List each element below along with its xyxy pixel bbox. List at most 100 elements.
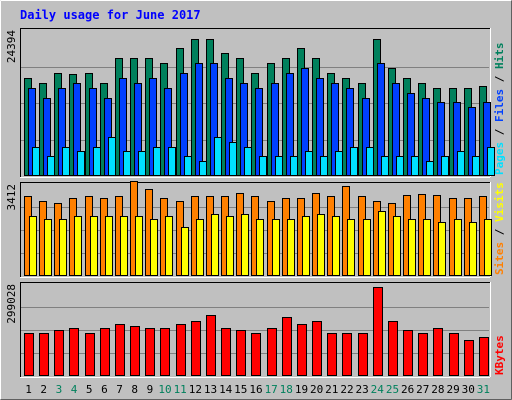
- bar-pages-day-2: [47, 156, 55, 176]
- bar-visits-day-20: [317, 214, 325, 276]
- x-tick-label-day-29: 29: [446, 383, 459, 396]
- bar-visits-day-31: [484, 219, 492, 276]
- bar-visits-day-21: [332, 216, 340, 276]
- bar-pages-day-1: [32, 147, 40, 176]
- bar-kbytes-day-31: [479, 337, 489, 376]
- legend-entry-sites: Sites: [493, 242, 506, 275]
- bar-pages-day-20: [320, 156, 328, 176]
- bar-visits-day-16: [256, 219, 264, 276]
- bar-pages-day-10: [168, 147, 176, 176]
- x-axis-day-labels: 1 2 3 4 5 6 7 8 9 10 11 12 13 14 15 16 17 18 19 20 21 22 23 24 2…: [25, 383, 490, 396]
- bar-kbytes-day-21: [327, 333, 337, 376]
- bar-kbytes-day-6: [100, 328, 110, 376]
- bar-visits-day-27: [423, 219, 431, 276]
- bar-kbytes-day-13: [206, 315, 216, 376]
- x-tick-label-day-22: 22: [340, 383, 353, 396]
- x-tick-label-day-25: 25: [386, 383, 399, 396]
- x-tick-label-day-28: 28: [431, 383, 444, 396]
- x-tick-label-day-1: 1: [25, 383, 32, 396]
- bar-pages-day-21: [335, 151, 343, 176]
- bar-pages-day-26: [411, 156, 419, 176]
- x-tick-label-day-19: 19: [295, 383, 308, 396]
- bar-visits-day-6: [105, 216, 113, 276]
- bar-visits-day-18: [287, 219, 295, 276]
- bar-pages-day-5: [93, 147, 101, 176]
- bar-pages-day-18: [290, 156, 298, 176]
- bar-pages-day-24: [381, 156, 389, 176]
- bar-visits-day-22: [347, 219, 355, 276]
- x-tick-label-day-27: 27: [416, 383, 429, 396]
- bar-visits-day-5: [90, 216, 98, 276]
- x-tick-label-day-3: 3: [56, 383, 63, 396]
- x-tick-label-day-10: 10: [158, 383, 171, 396]
- bar-pages-day-7: [123, 151, 131, 176]
- x-tick-label-day-13: 13: [204, 383, 217, 396]
- bar-pages-day-29: [457, 151, 465, 176]
- y-max-label: 24394: [5, 30, 18, 63]
- x-tick-label-day-23: 23: [355, 383, 368, 396]
- bar-visits-day-24: [378, 211, 386, 276]
- x-tick-label-day-5: 5: [86, 383, 93, 396]
- x-tick-label-day-24: 24: [371, 383, 385, 396]
- legend-entry-pages: Pages: [493, 142, 506, 175]
- chart-panels: 24394 Pages / Files / Hits 3412 Sites / Vis…: [5, 28, 506, 378]
- bar-pages-day-14: [229, 142, 237, 176]
- legend-entry-visits: Visits: [493, 182, 506, 222]
- bar-pages-day-13: [214, 137, 222, 176]
- bar-kbytes-day-12: [191, 321, 201, 376]
- bar-visits-day-8: [135, 216, 143, 276]
- bar-visits-day-23: [363, 219, 371, 276]
- panel-visits-sites: 3412 Sites / Visits: [5, 181, 506, 278]
- bar-pages-day-17: [275, 156, 283, 176]
- bar-pages-day-11: [184, 156, 192, 176]
- bar-pages-day-16: [259, 156, 267, 176]
- bar-pages-day-23: [366, 147, 374, 176]
- bar-kbytes-day-2: [39, 333, 49, 376]
- legend-separator: /: [493, 69, 506, 89]
- bar-visits-day-3: [59, 219, 67, 276]
- bar-kbytes-day-30: [464, 340, 474, 376]
- legend-entry-files: Files: [493, 89, 506, 122]
- bar-pages-day-22: [350, 147, 358, 176]
- bar-pages-day-31: [487, 147, 495, 176]
- bar-pages-day-3: [62, 147, 70, 176]
- y-max-label: 3412: [5, 184, 18, 211]
- bar-visits-day-25: [393, 216, 401, 276]
- bar-visits-day-11: [181, 227, 189, 276]
- bar-kbytes-day-9: [145, 328, 155, 376]
- bar-pages-day-15: [244, 147, 252, 176]
- bar-kbytes-day-16: [251, 333, 261, 376]
- x-tick-label-day-31: 31: [477, 383, 490, 396]
- legend-hits-files-pages: Pages / Files / Hits: [493, 43, 506, 176]
- bar-kbytes-day-1: [24, 333, 34, 376]
- bar-pages-day-6: [108, 137, 116, 176]
- x-tick-label-day-20: 20: [310, 383, 323, 396]
- bar-kbytes-day-18: [282, 317, 292, 376]
- x-tick-label-day-2: 2: [40, 383, 47, 396]
- bar-kbytes-day-19: [297, 324, 307, 376]
- legend-kbytes: KBytes: [493, 335, 506, 375]
- x-tick-label-day-12: 12: [189, 383, 202, 396]
- bar-kbytes-day-22: [342, 333, 352, 376]
- bar-kbytes-day-23: [358, 333, 368, 376]
- bar-files-day-12: [195, 63, 203, 176]
- bar-kbytes-day-24: [373, 287, 383, 376]
- bar-kbytes-day-27: [418, 333, 428, 376]
- legend-separator: /: [493, 122, 506, 142]
- x-tick-label-day-17: 17: [265, 383, 278, 396]
- bar-kbytes-day-26: [403, 330, 413, 376]
- x-tick-label-day-14: 14: [219, 383, 233, 396]
- bar-visits-day-15: [241, 214, 249, 276]
- bar-visits-day-26: [408, 219, 416, 276]
- x-tick-label-day-16: 16: [249, 383, 262, 396]
- bar-kbytes-day-11: [176, 324, 186, 376]
- bar-kbytes-day-29: [449, 333, 459, 376]
- x-tick-label-day-4: 4: [71, 383, 78, 396]
- bar-visits-day-28: [438, 222, 446, 276]
- bar-kbytes-day-5: [85, 333, 95, 376]
- bar-visits-day-4: [74, 216, 82, 276]
- bar-pages-day-25: [396, 156, 404, 176]
- x-tick-label-day-15: 15: [234, 383, 247, 396]
- legend-entry-hits: Hits: [493, 43, 506, 70]
